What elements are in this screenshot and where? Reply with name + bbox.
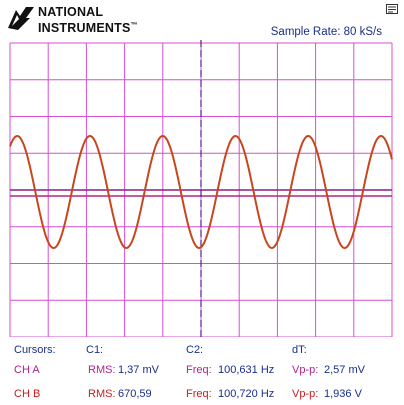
chb-rms-value: 670,59 (118, 388, 152, 400)
chb-freq-label: Freq: (186, 388, 212, 400)
sample-rate-readout: Sample Rate: 80 kS/s (271, 26, 382, 38)
cursors-label: Cursors: (14, 344, 56, 356)
logo-line2: INSTRUMENTS (38, 21, 131, 36)
sample-rate-value: 80 kS/s (343, 26, 382, 38)
logo-text: NATIONAL INSTRUMENTS™ (38, 6, 138, 35)
chb-rms-label: RMS: (88, 388, 116, 400)
cha-rms-label: RMS: (88, 364, 116, 376)
export-icon[interactable] (386, 4, 398, 14)
logo-line1: NATIONAL (38, 5, 104, 19)
scope-display[interactable] (0, 40, 404, 337)
cha-vpp-value: 2,57 mV (324, 364, 365, 376)
chb-label: CH B (14, 388, 41, 400)
chb-vpp-label: Vp-p: (292, 388, 319, 400)
sample-rate-label: Sample Rate: (270, 26, 341, 38)
chb-freq-value: 100,720 Hz (218, 388, 275, 400)
cha-freq-value: 100,631 Hz (218, 364, 275, 376)
measurement-readout: Cursors: C1: C2: dT: CH A RMS: 1,37 mV F… (0, 338, 404, 405)
logo-tm: ™ (130, 22, 138, 29)
ni-logo: NATIONAL INSTRUMENTS™ (6, 2, 137, 35)
cha-vpp-label: Vp-p: (292, 364, 319, 376)
cha-freq-label: Freq: (186, 364, 212, 376)
c2-label: C2: (186, 344, 204, 356)
waveform-ch-b (9, 134, 393, 250)
ni-eagle-icon (8, 7, 34, 30)
cha-rms-value: 1,37 mV (118, 364, 159, 376)
cha-label: CH A (14, 364, 40, 376)
chb-vpp-value: 1,936 V (324, 388, 362, 400)
c1-label: C1: (86, 344, 104, 356)
dt-label: dT: (292, 344, 307, 356)
